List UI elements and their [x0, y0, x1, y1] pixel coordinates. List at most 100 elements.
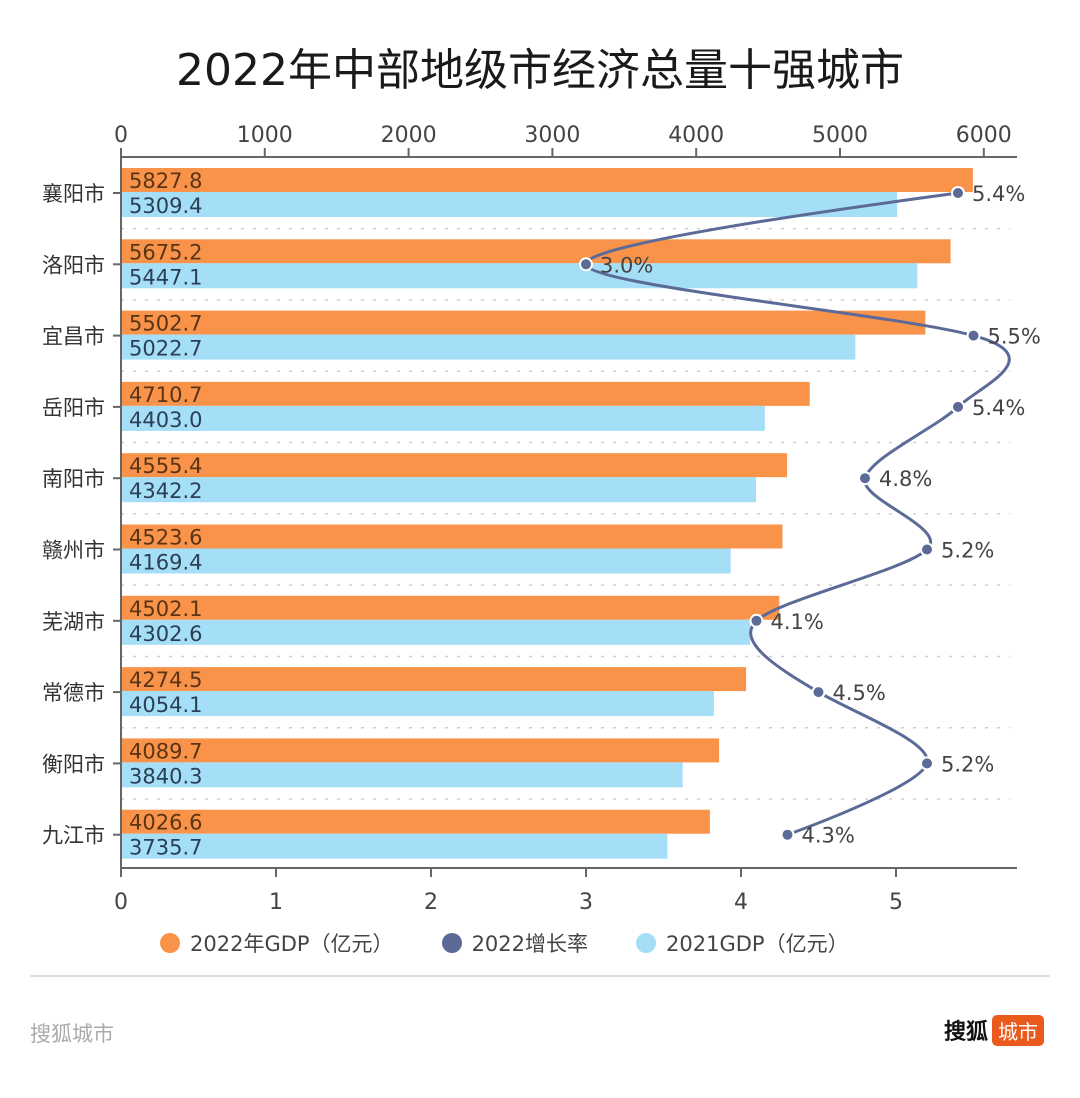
category-label: 南阳市 — [42, 467, 105, 491]
legend-item-gdp-2021[interactable]: 2021GDP（亿元） — [636, 928, 849, 958]
growth-rate-label: 4.1% — [771, 610, 824, 634]
growth-rate-point — [920, 542, 934, 557]
category-label: 衡阳市 — [42, 752, 105, 776]
bar-label-gdp-2022: 4502.1 — [129, 597, 202, 621]
bar-label-gdp-2022: 5502.7 — [129, 312, 202, 336]
growth-rate-point — [920, 756, 934, 771]
bar-gdp-2022 — [122, 168, 973, 192]
source-text: 搜狐城市 — [30, 1022, 114, 1046]
bar-label-gdp-2021: 4342.2 — [129, 479, 202, 503]
top-axis-tick-label: 1000 — [237, 123, 293, 148]
bottom-axis-tick-label: 3 — [579, 890, 593, 915]
bar-gdp-2022 — [122, 453, 788, 478]
bar-label-gdp-2021: 3735.7 — [129, 836, 202, 860]
bar-gdp-2021 — [122, 405, 765, 431]
growth-rate-point — [951, 399, 965, 414]
bar-label-gdp-2021: 5022.7 — [129, 337, 202, 361]
brand-badge: 城市 — [992, 1014, 1044, 1046]
category-label: 九江市 — [42, 824, 105, 848]
category-label: 常德市 — [42, 681, 105, 705]
category-label: 赣州市 — [42, 539, 105, 563]
growth-rate-label: 5.2% — [941, 539, 994, 563]
bar-label-gdp-2022: 5675.2 — [129, 240, 202, 264]
bar-label-gdp-2021: 4403.0 — [129, 408, 202, 432]
category-label: 宜昌市 — [42, 325, 105, 349]
bar-gdp-2021 — [122, 192, 898, 217]
bottom-axis-tick-label: 4 — [734, 890, 748, 915]
legend-label: 2022年GDP（亿元） — [190, 932, 394, 956]
bar-gdp-2022 — [122, 524, 783, 549]
bar-gdp-2021 — [122, 619, 751, 645]
bar-gdp-2022 — [122, 239, 951, 264]
growth-rate-label: 5.2% — [941, 752, 994, 776]
bar-label-gdp-2022: 5827.8 — [129, 169, 202, 193]
bar-gdp-2021 — [122, 548, 731, 574]
bar-gdp-2022 — [122, 738, 720, 763]
bar-gdp-2022 — [122, 809, 710, 834]
brand-logo: 搜狐 城市 — [944, 1014, 1044, 1046]
growth-rate-label: 4.8% — [879, 467, 932, 491]
top-axis-tick-label: 0 — [114, 123, 128, 148]
bottom-axis-tick-label: 5 — [889, 890, 903, 915]
bar-label-gdp-2021: 3840.3 — [129, 764, 202, 788]
bar-label-gdp-2021: 4054.1 — [129, 693, 202, 717]
bar-label-gdp-2021: 4302.6 — [129, 622, 202, 646]
bottom-axis-tick-label: 1 — [269, 890, 283, 915]
chart-area: 0 1000 2000 3000 4000 5000 6000 0 1 2 3 4 5 襄阳市 5827.8… — [42, 123, 1041, 915]
bar-gdp-2021 — [122, 477, 756, 503]
bar-gdp-2022 — [122, 667, 747, 692]
legend-label: 2021GDP（亿元） — [666, 932, 849, 956]
growth-rate-label: 3.0% — [600, 253, 653, 277]
category-label: 襄阳市 — [42, 182, 105, 206]
bar-gdp-2021 — [122, 691, 714, 717]
bar-label-gdp-2021: 5309.4 — [129, 194, 202, 218]
brand-main: 搜狐 — [943, 1020, 988, 1045]
bar-gdp-2021 — [122, 762, 683, 788]
growth-rate-point — [780, 827, 795, 842]
bar-gdp-2021 — [122, 263, 918, 289]
bar-label-gdp-2022: 4555.4 — [129, 454, 202, 478]
category-label: 芜湖市 — [42, 610, 105, 634]
legend-label: 2022增长率 — [471, 932, 589, 956]
bar-label-gdp-2022: 4026.6 — [129, 811, 202, 835]
bar-gdp-2022 — [122, 595, 780, 620]
legend: 2022年GDP（亿元） 2022增长率 2021GDP（亿元） — [160, 928, 849, 958]
bar-label-gdp-2021: 4169.4 — [129, 551, 202, 575]
chart-title: 2022年中部地级市经济总量十强城市 — [176, 45, 904, 96]
bar-gdp-2022 — [122, 381, 810, 406]
top-axis-tick-label: 2000 — [381, 123, 437, 148]
legend-swatch-growth-2022 — [441, 933, 462, 953]
legend-swatch-gdp-2022 — [160, 933, 180, 953]
growth-rate-label: 4.5% — [833, 681, 886, 705]
bar-label-gdp-2022: 4274.5 — [129, 668, 202, 692]
bar-gdp-2021 — [122, 334, 856, 360]
category-label: 洛阳市 — [42, 253, 105, 277]
bar-label-gdp-2022: 4089.7 — [129, 739, 202, 763]
growth-rate-point — [749, 613, 764, 628]
growth-rate-label: 5.4% — [972, 182, 1025, 206]
legend-item-gdp-2022[interactable]: 2022年GDP（亿元） — [160, 928, 394, 958]
legend-item-growth-2022[interactable]: 2022增长率 — [441, 928, 589, 958]
bar-label-gdp-2022: 4710.7 — [129, 383, 202, 407]
growth-rate-label: 5.4% — [972, 396, 1025, 420]
bar-label-gdp-2021: 5447.1 — [129, 265, 202, 289]
growth-rate-point — [858, 471, 872, 486]
growth-rate-point — [966, 328, 981, 343]
bar-gdp-2022 — [122, 310, 926, 335]
bottom-axis-tick-label: 2 — [424, 890, 438, 915]
growth-rate-point — [811, 685, 826, 700]
top-axis-tick-label: 5000 — [812, 123, 868, 148]
growth-rate-label: 4.3% — [802, 824, 855, 848]
legend-swatch-gdp-2021 — [636, 933, 657, 953]
bottom-axis-tick-label: 0 — [114, 890, 128, 915]
growth-rate-label: 5.5% — [988, 325, 1041, 349]
growth-rate-point — [579, 257, 593, 272]
growth-rate-point — [951, 186, 965, 200]
top-axis-tick-label: 3000 — [524, 123, 580, 148]
category-label: 岳阳市 — [42, 396, 105, 420]
top-axis-tick-label: 4000 — [668, 123, 724, 148]
top-axis-tick-label: 6000 — [956, 123, 1012, 148]
footer-divider — [30, 975, 1050, 977]
bar-label-gdp-2022: 4523.6 — [129, 526, 202, 550]
bar-gdp-2021 — [122, 833, 668, 859]
